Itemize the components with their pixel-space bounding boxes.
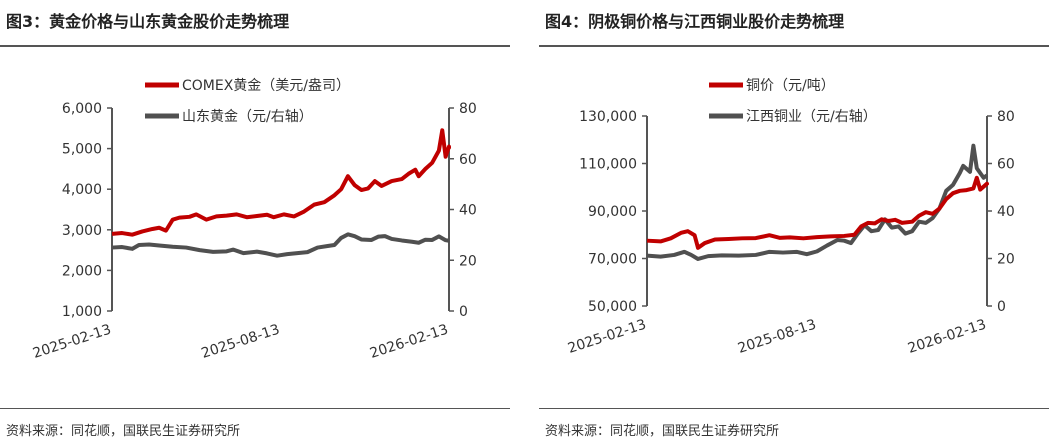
left-tick-label: 6,000: [62, 101, 102, 117]
series-line: [111, 128, 451, 237]
right-tick-label: 40: [997, 204, 1015, 220]
left-tick-label: 2,000: [62, 263, 102, 279]
title-divider: [539, 45, 1049, 47]
x-tick-label: 2026-02-13: [368, 322, 450, 362]
x-tick-label: 2025-08-13: [199, 322, 281, 362]
left-tick-label: 110,000: [579, 157, 637, 173]
title-divider: [0, 45, 510, 47]
gold-chart-panel: 图3：黄金价格与山东黄金股价走势梳理 1,000 2,000 3,000 4,000 5…: [0, 0, 510, 442]
left-tick-label: 90,000: [588, 204, 637, 220]
right-tick-label: 60: [997, 157, 1015, 173]
legend-label: COMEX黄金（美元/盎司）: [182, 77, 350, 94]
footer-divider: [0, 408, 510, 409]
legend-label: 山东黄金（元/右轴）: [182, 108, 313, 125]
left-tick-label: 130,000: [579, 109, 637, 125]
source-note: 资料来源：同花顺，国联民生证券研究所: [6, 424, 241, 439]
legend-label: 铜价（元/吨）: [746, 78, 835, 94]
right-tick-label: 60: [459, 152, 477, 168]
x-tick-label: 2025-02-13: [566, 317, 648, 357]
footer-divider: [539, 408, 1049, 409]
x-tick-label: 2026-02-13: [906, 317, 988, 357]
right-tick-label: 80: [459, 101, 477, 117]
copper-chart: 50,000 70,000 90,000 110,000 130,000 0 20 40 60 8…: [566, 78, 1015, 357]
left-tick-label: 3,000: [62, 223, 102, 239]
x-tick-label: 2025-02-13: [31, 322, 113, 362]
gold-chart: 1,000 2,000 3,000 4,000 5,000 6,000 0 20 40 60 80 2…: [31, 77, 477, 362]
right-tick-label: 40: [459, 203, 477, 219]
source-note: 资料来源：同花顺，国联民生证券研究所: [545, 424, 780, 439]
series-line: [111, 232, 450, 258]
left-tick-label: 1,000: [62, 304, 102, 320]
right-tick-label: 20: [997, 252, 1015, 268]
copper-chart-panel: 图4：阴极铜价格与江西铜业股价走势梳理 50,000 70,000 90,000 11…: [539, 0, 1049, 442]
series-line: [646, 175, 989, 250]
left-tick-label: 5,000: [62, 142, 102, 158]
right-tick-label: 20: [459, 253, 477, 269]
chart-title: 图4：阴极铜价格与江西铜业股价走势梳理: [545, 12, 845, 31]
legend-label: 江西铜业（元/右轴）: [746, 109, 877, 125]
left-tick-label: 4,000: [62, 182, 102, 198]
left-tick-label: 70,000: [588, 252, 637, 268]
left-tick-label: 50,000: [588, 299, 637, 315]
right-tick-label: 0: [459, 304, 468, 320]
chart-title: 图3：黄金价格与山东黄金股价走势梳理: [6, 12, 290, 31]
right-tick-label: 0: [997, 299, 1006, 315]
x-tick-label: 2025-08-13: [736, 317, 818, 357]
right-tick-label: 80: [997, 109, 1015, 125]
